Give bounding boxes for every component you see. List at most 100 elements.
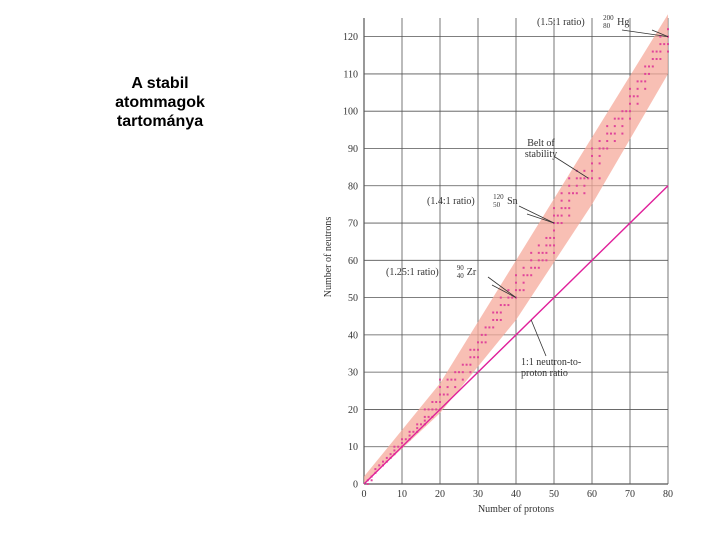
nuclide-point: [659, 35, 662, 38]
nuclide-point: [370, 479, 373, 482]
element-symbol: Sn: [507, 196, 518, 207]
nuclide-point: [553, 244, 555, 247]
nuclide-point: [629, 110, 631, 113]
nuclide-point: [553, 251, 555, 254]
nuclide-point: [591, 177, 593, 180]
nuclide-point: [446, 393, 449, 396]
nuclide-point: [492, 311, 495, 314]
nuclide-point: [625, 110, 628, 113]
nuclide-point: [408, 434, 411, 437]
nuclide-point: [632, 95, 635, 98]
x-tick-label: 20: [435, 489, 445, 500]
y-tick-label: 20: [348, 405, 358, 416]
leader-line: [526, 213, 555, 224]
nuclide-point: [621, 110, 624, 113]
nuclide-point: [534, 266, 536, 269]
nuclide-point: [629, 117, 631, 120]
nuclide-point: [648, 72, 650, 75]
nuclide-point: [385, 456, 388, 459]
nuclide-point: [553, 214, 555, 217]
reference-line-layer: [363, 185, 669, 485]
nuclide-point: [545, 236, 548, 239]
nuclide-point: [522, 266, 525, 269]
nuclide-point: [640, 80, 643, 83]
nuclide-point: [598, 162, 601, 165]
nuclide-point: [401, 438, 403, 441]
nuclide-point: [439, 400, 441, 403]
leader-line: [554, 156, 589, 179]
nuclide-point: [442, 393, 445, 396]
atomic-number: 50: [493, 201, 501, 209]
nuclide-point: [613, 117, 616, 120]
nuclide-point: [511, 296, 514, 299]
nuclide-point: [606, 147, 609, 150]
nuclide-point: [602, 147, 605, 150]
nuclide-point: [591, 162, 593, 165]
nuclide-point: [522, 281, 525, 284]
nuclide-point: [659, 43, 662, 46]
x-tick-label: 0: [362, 489, 367, 500]
nuclide-point: [549, 236, 552, 239]
y-tick-label: 70: [348, 219, 358, 230]
x-tick-label: 10: [397, 489, 407, 500]
leader-line: [487, 276, 517, 298]
nuclide-point: [537, 259, 540, 262]
nuclide-point: [439, 378, 441, 381]
nuclide-point: [484, 341, 487, 344]
nuclide-point: [416, 423, 419, 426]
nuclide-point: [427, 408, 430, 411]
nuclide-point: [651, 50, 654, 53]
x-tick-label: 70: [625, 489, 635, 500]
nuclide-point: [606, 125, 609, 128]
nuclide-point: [568, 199, 571, 202]
nuclide-point: [382, 460, 384, 463]
nuclide-point: [473, 356, 476, 359]
nuclide-point: [572, 192, 574, 195]
nuclide-point: [545, 251, 548, 254]
nuclide-point: [568, 177, 571, 180]
nuclide-point: [621, 132, 624, 135]
nuclide-point: [484, 333, 487, 336]
nuclide-point: [583, 177, 586, 180]
ratio-label: (1.5:1 ratio): [537, 17, 585, 28]
nuclide-point: [606, 132, 609, 135]
x-tick-label: 80: [663, 489, 673, 500]
y-tick-label: 120: [343, 32, 358, 43]
nuclide-point: [515, 289, 517, 292]
nuclide-point: [553, 236, 555, 239]
nuclide-point: [537, 251, 540, 254]
nuclide-point: [484, 326, 487, 329]
y-tick-label: 10: [348, 442, 358, 453]
nuclide-point: [583, 169, 586, 172]
nuclide-point: [636, 95, 639, 98]
nuclide-point: [416, 427, 419, 430]
nuclide-point: [663, 43, 666, 46]
y-tick-label: 30: [348, 368, 358, 379]
nuclide-point: [431, 408, 434, 411]
nuclide-point: [613, 140, 616, 143]
nuclide-point: [560, 222, 563, 225]
nuclide-point: [545, 244, 548, 247]
nuclide-point: [469, 371, 472, 374]
one-to-one-line: [363, 185, 669, 485]
nuclide-point: [568, 192, 571, 195]
nuclide-point: [393, 445, 396, 448]
nuclide-point: [564, 207, 567, 210]
mass-number: 90: [457, 264, 465, 272]
leader-line: [530, 319, 547, 357]
x-axis-label: Number of protons: [478, 504, 554, 515]
nuclide-point: [450, 378, 453, 381]
nuclide-point: [477, 348, 479, 351]
nuclide-point: [568, 207, 571, 210]
nuclide-point: [636, 80, 639, 83]
nuclide-point: [461, 363, 464, 366]
nuclide-point: [499, 311, 502, 314]
nuclide-point: [522, 289, 525, 292]
nuclide-point: [560, 192, 563, 195]
nuclide-point: [439, 386, 441, 389]
nuclide-point: [598, 154, 601, 157]
nuclide-point: [655, 50, 658, 53]
